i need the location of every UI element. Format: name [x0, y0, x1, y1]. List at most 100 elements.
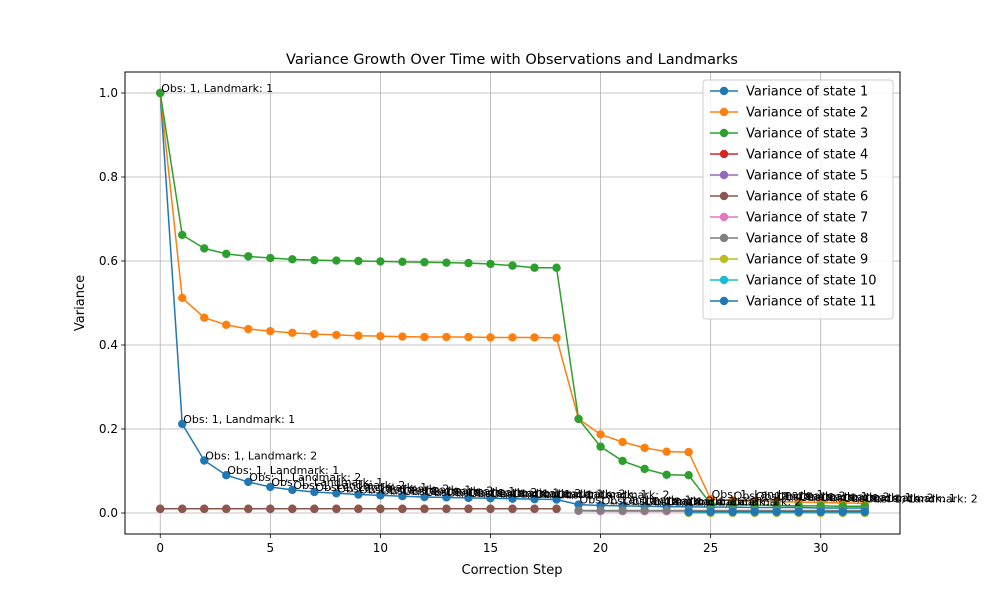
data-point: [552, 504, 561, 513]
data-point: [860, 507, 869, 516]
annotation-label: Obs: 1, Landmark: 2: [249, 471, 361, 484]
annotation-label: Obs: 1, Landmark: 2: [866, 492, 978, 505]
legend-label: Variance of state 6: [746, 190, 868, 205]
data-point: [596, 506, 605, 515]
annotation-label: Obs: 1, Landmark: 2: [337, 482, 449, 495]
data-point: [266, 253, 275, 263]
data-point: [794, 507, 803, 516]
data-point: [640, 506, 649, 515]
data-point: [442, 332, 451, 342]
axis-ticks: 0 5 10 15 20 25 30 0.0 0.2 0.4 0.6 0.8 1.0: [99, 86, 828, 555]
annotation-label: Obs: 1, Landmark: 1: [624, 495, 736, 508]
data-point: [354, 256, 363, 266]
data-point: [596, 442, 605, 451]
y-tick-label: 1.0: [99, 86, 118, 100]
x-tick-label: 5: [266, 541, 274, 555]
annotation-label: Obs: 1, Landmark: 2: [381, 484, 493, 497]
annotation-label: Obs: 1, Landmark: 2: [558, 489, 670, 502]
data-point: [354, 504, 363, 513]
data-point: [552, 263, 561, 272]
legend-marker: [719, 212, 729, 222]
data-point: [178, 504, 187, 513]
data-point: [574, 506, 583, 515]
data-point: [310, 255, 319, 265]
series-11: [684, 507, 869, 516]
data-point: [640, 443, 649, 453]
data-point: [464, 332, 473, 342]
data-point: [508, 333, 517, 342]
legend-entry: Variance of state 11: [710, 295, 877, 310]
annotation-label: Obs: 1, Landmark: 2: [734, 489, 846, 502]
data-point: [464, 493, 473, 503]
data-point: [332, 330, 341, 340]
legend-marker: [719, 149, 729, 159]
annotation-label: Obs: 1, Landmark: 1: [359, 484, 471, 497]
data-point: [376, 257, 385, 266]
data-point: [486, 494, 495, 503]
series-layer: [156, 88, 869, 518]
annotation-label: Obs: 1, Landmark: 2: [293, 479, 405, 492]
data-point: [530, 494, 539, 504]
data-point: [200, 313, 209, 322]
annotation-label: Obs: 1, Landmark: 1: [536, 488, 648, 501]
y-tick-label: 0.2: [99, 422, 118, 436]
annotation-label: Obs: 1, Landmark: 1: [668, 496, 780, 509]
data-point: [684, 507, 693, 516]
legend: Variance of state 1 Variance of state 2 Va…: [702, 79, 894, 320]
legend-entry: Variance of state 7: [710, 211, 868, 226]
data-point: [266, 504, 275, 513]
data-point: [156, 88, 165, 98]
data-point: [244, 477, 253, 487]
legend-entry: Variance of state 9: [710, 253, 868, 268]
annotation-label: Obs: 1, Landmark: 1: [491, 487, 603, 500]
legend-marker: [719, 191, 729, 201]
legend-label: Variance of state 2: [746, 106, 868, 121]
plot-frame: [124, 71, 901, 535]
y-tick-label: 0.0: [99, 506, 118, 520]
y-axis-label: Variance: [73, 275, 88, 331]
data-point: [288, 504, 297, 513]
data-point: [200, 244, 209, 253]
legend-label: Variance of state 8: [746, 232, 868, 247]
data-point: [310, 504, 319, 513]
data-point: [288, 485, 297, 495]
data-point: [398, 504, 407, 513]
data-point: [332, 489, 341, 498]
data-point: [508, 261, 517, 270]
annotation-label: Obs: 1, Landmark: 1: [800, 491, 912, 504]
data-point: [486, 504, 495, 513]
data-point: [530, 333, 539, 342]
data-point: [464, 504, 473, 513]
data-point: [508, 494, 517, 503]
data-point: [244, 324, 253, 334]
x-tick-label: 0: [156, 541, 164, 555]
data-point: [420, 492, 429, 502]
chart-title: Variance Growth Over Time with Observati…: [286, 52, 738, 68]
legend-label: Variance of state 7: [746, 211, 868, 226]
data-point: [728, 500, 737, 509]
legend-entry: Variance of state 1: [710, 85, 868, 100]
data-point: [596, 430, 605, 439]
legend-entry: Variance of state 6: [710, 190, 868, 205]
legend-marker: [719, 275, 729, 285]
legend-marker: [719, 86, 729, 96]
x-tick-label: 10: [373, 541, 388, 555]
annotation-label: Obs: 1, Landmark: 2: [514, 488, 626, 501]
legend-marker: [719, 254, 729, 264]
data-point: [618, 456, 627, 466]
legend-entry: Variance of state 8: [710, 232, 868, 247]
annotation-label: Obs: 1, Landmark: 2: [205, 450, 317, 463]
data-point: [288, 255, 297, 264]
data-point: [178, 293, 187, 303]
data-point: [354, 331, 363, 340]
annotation-label: Obs: 1, Landmark: 2: [778, 491, 890, 504]
data-point: [464, 258, 473, 268]
legend-label: Variance of state 4: [746, 148, 868, 163]
x-tick-label: 30: [813, 541, 828, 555]
data-point: [574, 414, 583, 424]
data-point: [244, 252, 253, 261]
data-point: [486, 333, 495, 342]
data-point: [442, 504, 451, 513]
annotation-label: Obs: 1, Landmark: 2: [469, 487, 581, 500]
data-point: [420, 332, 429, 342]
